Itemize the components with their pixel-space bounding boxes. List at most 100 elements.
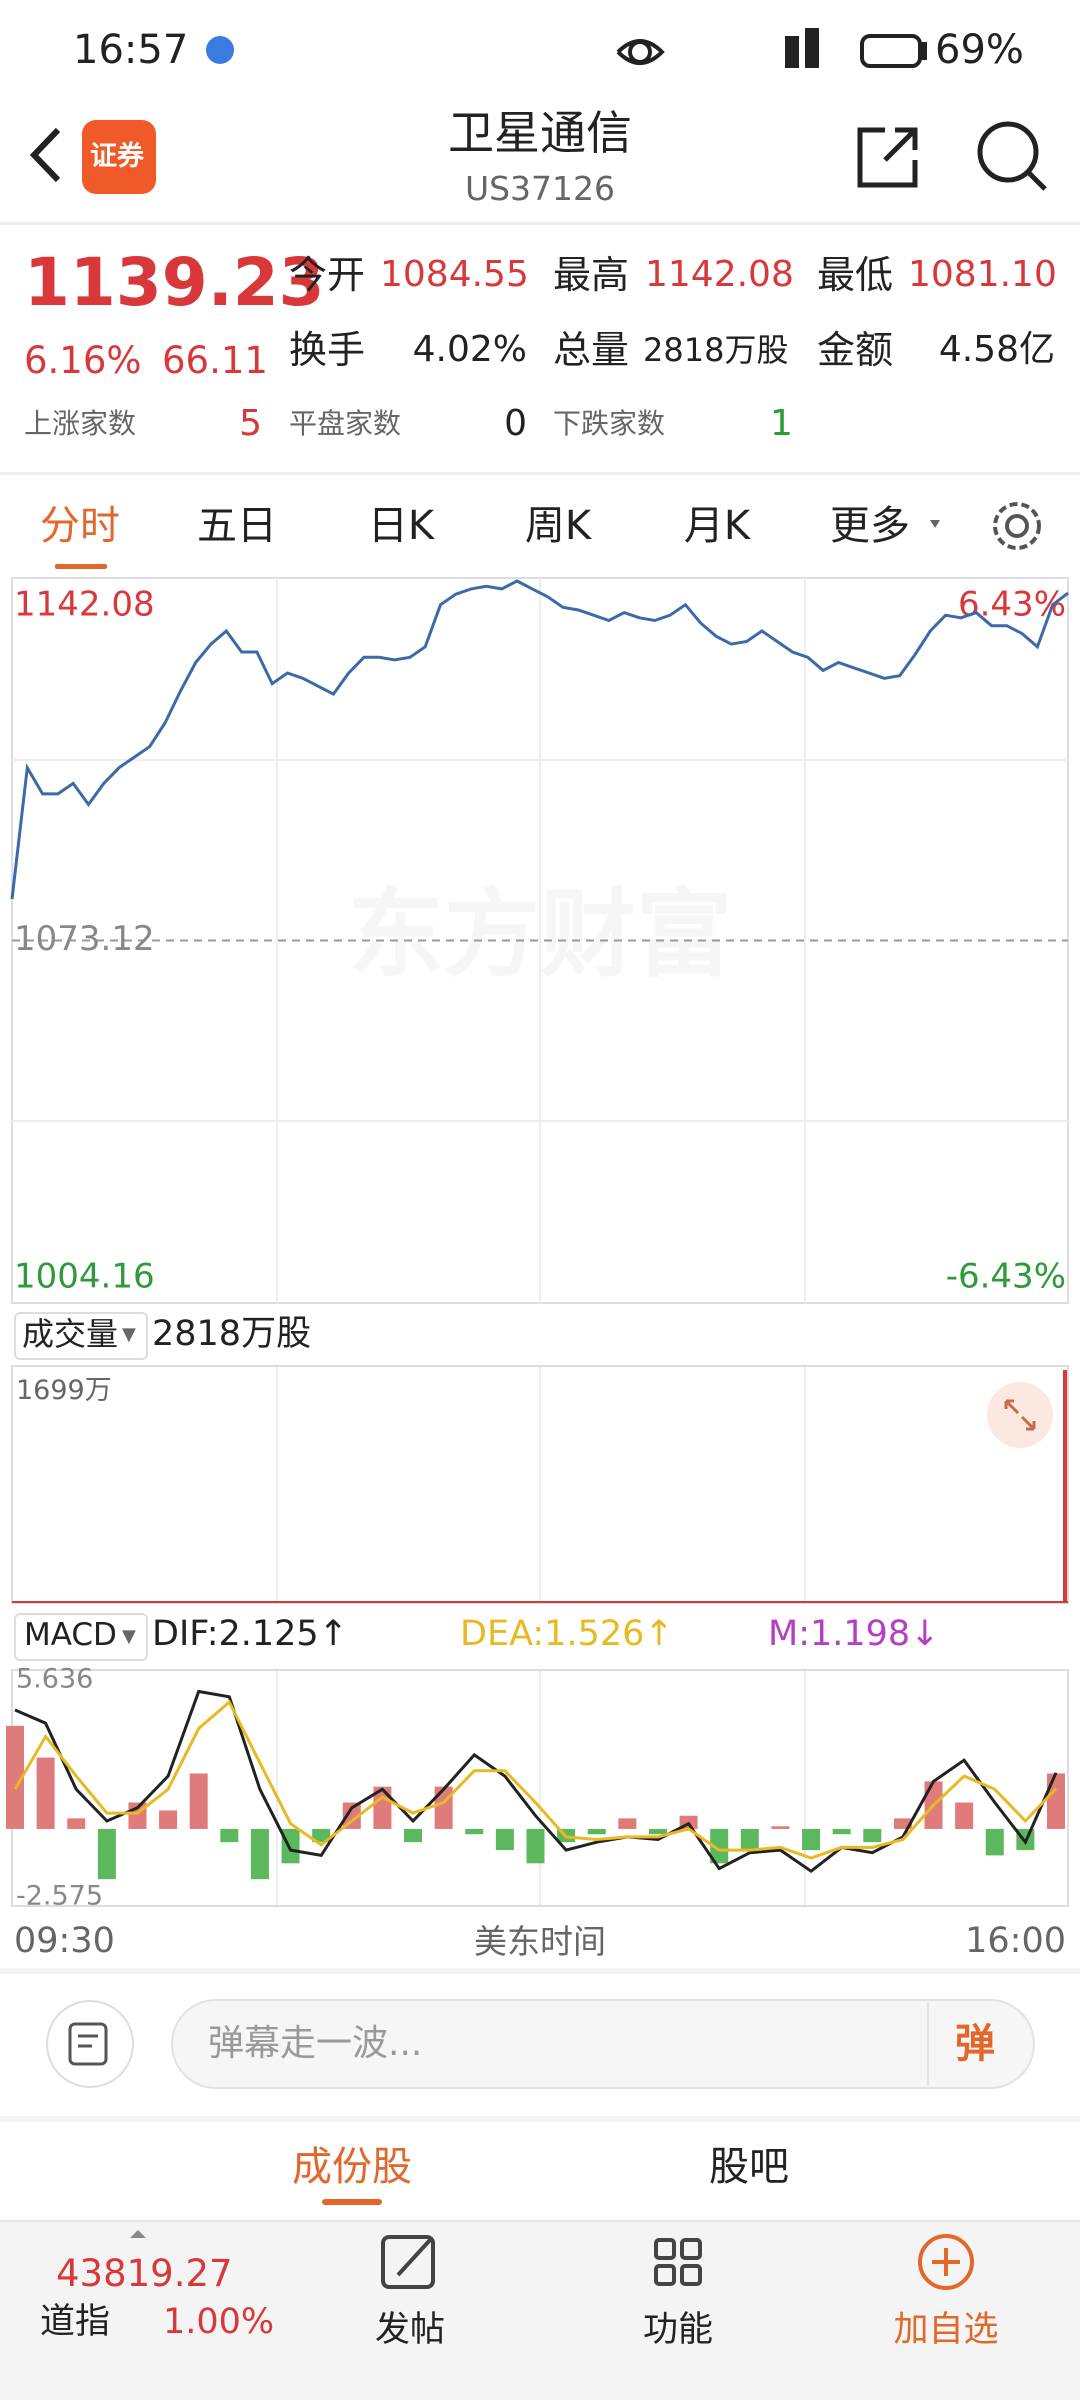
macd-bar bbox=[495, 1828, 514, 1851]
dea-label: DEA:1.526↑ bbox=[460, 1614, 674, 1654]
macd-bar bbox=[434, 1786, 453, 1829]
y-tick-label: -2.575 bbox=[16, 1881, 103, 1912]
volume-selector[interactable] bbox=[14, 1312, 148, 1360]
dropdown-arrow: ▼ bbox=[122, 1324, 136, 1345]
macd-line bbox=[14, 1689, 1058, 1874]
expand-button[interactable] bbox=[987, 1382, 1053, 1448]
label: 最低 bbox=[817, 253, 894, 297]
change-pct: 6.16% bbox=[24, 339, 142, 382]
time-label: 美东时间 bbox=[474, 1922, 606, 1961]
status-time: 16:57 bbox=[73, 27, 189, 73]
macd-line bbox=[13, 1699, 1058, 1860]
price-line bbox=[10, 579, 1069, 900]
macd-bar bbox=[36, 1757, 55, 1829]
functions-icon[interactable] bbox=[654, 2238, 702, 2286]
nav-label[interactable]: 发帖 bbox=[374, 2310, 445, 2350]
danmaku-button[interactable]: 弹 bbox=[955, 2021, 995, 2067]
tab-underline bbox=[322, 2199, 382, 2205]
selector-label: 成交量 bbox=[22, 1315, 119, 1353]
tab[interactable]: 周K bbox=[524, 503, 592, 549]
macd-bar bbox=[985, 1828, 1004, 1856]
search-button[interactable] bbox=[977, 121, 1047, 191]
macd-bar bbox=[893, 1818, 912, 1829]
comment-placeholder[interactable]: 弹幕走一波... bbox=[208, 2023, 423, 2064]
bottom-nav-bg bbox=[0, 2221, 1080, 2400]
macd-bar bbox=[404, 1828, 423, 1843]
nav-label[interactable]: 功能 bbox=[642, 2310, 713, 2350]
index-value[interactable]: 43819.27 bbox=[56, 2252, 233, 2295]
macd-bar bbox=[587, 1828, 606, 1835]
macd-bar bbox=[955, 1802, 974, 1829]
macd-bar bbox=[67, 1818, 86, 1829]
chart-grid bbox=[12, 578, 1068, 1906]
back-button[interactable] bbox=[29, 127, 61, 183]
volume-tick: 1699万 bbox=[16, 1375, 112, 1406]
dropdown-arrow: ▼ bbox=[122, 1626, 136, 1647]
divider bbox=[0, 2116, 1080, 2122]
time-start: 09:30 bbox=[14, 1921, 115, 1961]
index-pct[interactable]: 1.00% bbox=[163, 2302, 275, 2342]
tab[interactable]: 分时 bbox=[40, 503, 120, 549]
tab[interactable]: 五日 bbox=[197, 503, 277, 549]
y2-tick-label: -6.43% bbox=[946, 1257, 1066, 1297]
macd-bar bbox=[832, 1828, 851, 1835]
tab[interactable]: 日K bbox=[367, 503, 435, 549]
more-arrow bbox=[930, 520, 940, 528]
macd-bar bbox=[710, 1828, 729, 1864]
label: 金额 bbox=[817, 328, 894, 372]
price: 1139.23 bbox=[24, 244, 325, 321]
macd-bar bbox=[802, 1828, 821, 1851]
y-tick-label: 1142.08 bbox=[14, 585, 155, 625]
macd-bar bbox=[771, 1826, 790, 1829]
nav-label[interactable]: 加自选 bbox=[893, 2310, 999, 2350]
label: 换手 bbox=[289, 328, 366, 372]
tab[interactable]: 更多 bbox=[830, 503, 910, 549]
time-end: 16:00 bbox=[965, 1921, 1066, 1961]
tab[interactable]: 成份股 bbox=[292, 2144, 412, 2190]
value: 5 bbox=[239, 403, 262, 444]
tab[interactable]: 月K bbox=[683, 503, 751, 549]
value: 1081.10 bbox=[908, 254, 1057, 295]
comment-input[interactable] bbox=[171, 1999, 1035, 2089]
watermark: 东方财富 bbox=[348, 878, 732, 990]
macd-bar bbox=[863, 1828, 882, 1843]
add-watch-icon[interactable] bbox=[918, 2234, 974, 2290]
macd-bar bbox=[250, 1828, 269, 1880]
label: 平盘家数 bbox=[289, 407, 402, 440]
battery: 69% bbox=[935, 27, 1024, 73]
tab-underline bbox=[55, 564, 107, 569]
volume-total: 2818万股 bbox=[152, 1314, 312, 1354]
macd-bar bbox=[342, 1802, 361, 1829]
y-tick-label: 1004.16 bbox=[14, 1257, 155, 1297]
tab[interactable]: 股吧 bbox=[709, 2144, 789, 2190]
value: 2818万股 bbox=[643, 331, 789, 369]
divider bbox=[0, 1968, 1080, 1974]
share-button[interactable] bbox=[857, 127, 918, 188]
comment-icon[interactable] bbox=[46, 2000, 134, 2088]
code: US37126 bbox=[464, 169, 616, 208]
value: 1142.08 bbox=[645, 254, 794, 295]
macd-bar bbox=[281, 1828, 300, 1864]
value: 4.02% bbox=[412, 329, 527, 370]
divider bbox=[0, 222, 1080, 225]
index-name[interactable]: 道指 bbox=[40, 2302, 111, 2342]
label: 上涨家数 bbox=[24, 407, 137, 440]
macd-bar bbox=[740, 1828, 759, 1851]
label: 今开 bbox=[289, 253, 366, 297]
volume-bar bbox=[1063, 1370, 1067, 1603]
dif-label: DIF:2.125↑ bbox=[152, 1614, 349, 1654]
label: 下跌家数 bbox=[553, 407, 666, 440]
macd-bar bbox=[159, 1810, 178, 1829]
macd-bar bbox=[648, 1828, 667, 1835]
macd-bar bbox=[373, 1786, 392, 1829]
app-icon[interactable] bbox=[82, 120, 156, 194]
macd-selector[interactable] bbox=[14, 1613, 148, 1661]
label: 最高 bbox=[553, 253, 630, 297]
post-icon[interactable] bbox=[381, 2235, 435, 2289]
y-tick-label: 5.636 bbox=[16, 1664, 93, 1695]
expand-arrow bbox=[130, 2230, 146, 2238]
settings-button[interactable] bbox=[993, 502, 1041, 550]
macd-bar bbox=[220, 1828, 239, 1843]
